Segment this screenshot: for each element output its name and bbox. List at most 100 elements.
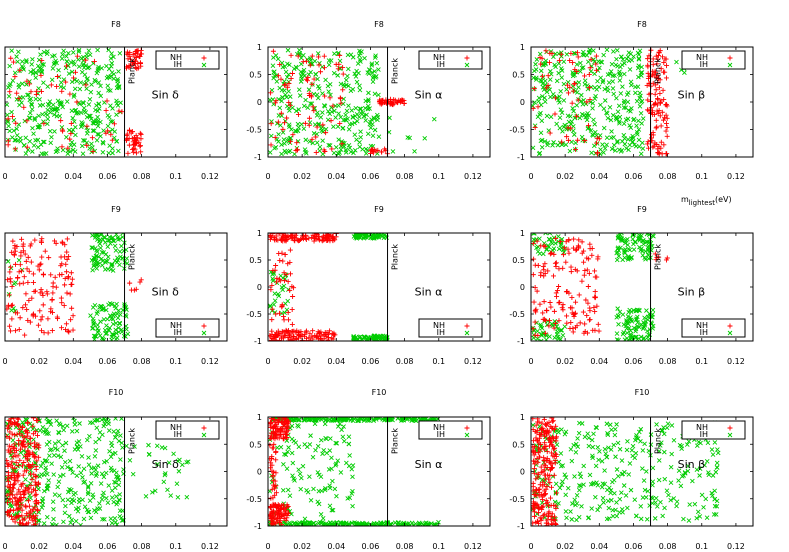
scatter-points: [5, 233, 144, 341]
ih-point: [49, 521, 55, 526]
nh-point: [287, 332, 293, 338]
nh-point: [127, 50, 133, 56]
nh-point: [535, 263, 541, 269]
ih-point: [307, 120, 313, 125]
nh-point: [20, 425, 26, 431]
ih-point: [628, 125, 634, 131]
nh-point: [281, 120, 287, 126]
ih-point: [97, 506, 103, 511]
planck-label: Planck: [128, 58, 137, 84]
ih-point: [84, 114, 90, 120]
nh-point: [11, 251, 17, 257]
nh-point: [15, 462, 21, 468]
ih-point: [387, 115, 392, 121]
ih-point: [86, 102, 92, 107]
ih-point: [280, 487, 286, 493]
ih-point: [537, 236, 542, 241]
nh-point: [33, 313, 39, 319]
legend-marker: [727, 425, 733, 431]
ih-point: [62, 510, 68, 516]
nh-point: [654, 102, 660, 108]
ih-point: [579, 111, 585, 117]
nh-point: [664, 255, 670, 261]
y-tick-label: -0.5: [246, 495, 262, 504]
ih-point: [617, 73, 623, 78]
x-tick-label: 0.08: [133, 542, 151, 551]
nh-point: [5, 483, 11, 489]
ih-point: [290, 473, 295, 478]
nh-point: [656, 85, 662, 91]
nh-point: [12, 432, 18, 438]
ih-point: [432, 417, 438, 422]
ih-point: [77, 101, 82, 107]
nh-point: [127, 56, 133, 62]
legend-label: NH: [696, 423, 708, 432]
ih-point: [281, 462, 286, 467]
legend-marker: [464, 432, 470, 438]
ih-point: [45, 116, 51, 122]
nh-point: [568, 264, 574, 270]
ih-point: [100, 150, 106, 155]
nh-point: [532, 459, 538, 465]
ih-point: [544, 113, 550, 119]
ih-point: [597, 65, 602, 71]
ih-point: [89, 471, 94, 476]
ih-point: [627, 67, 633, 72]
ih-point: [599, 458, 605, 464]
nh-point: [534, 288, 540, 294]
nh-point: [573, 299, 579, 305]
ih-point: [558, 451, 564, 456]
nh-point: [15, 275, 21, 281]
nh-point: [335, 66, 341, 72]
nh-point: [9, 431, 15, 437]
ih-point: [552, 319, 558, 324]
nh-point: [307, 331, 313, 337]
ih-point: [171, 451, 176, 457]
ih-point: [623, 105, 629, 111]
nh-point: [41, 121, 47, 127]
scatter-points: [268, 233, 390, 341]
ih-point: [68, 142, 74, 148]
nh-point: [268, 515, 274, 521]
ih-point: [311, 520, 317, 526]
ih-point: [81, 466, 87, 472]
ih-point: [326, 89, 332, 94]
ih-point: [336, 137, 342, 142]
ih-point: [66, 71, 72, 76]
ih-point: [302, 442, 308, 447]
nh-point: [20, 280, 26, 286]
nh-point: [32, 499, 38, 505]
ih-point: [77, 86, 83, 92]
ih-point: [697, 466, 703, 471]
ih-point: [116, 69, 121, 74]
ih-point: [573, 449, 579, 455]
ih-point: [143, 493, 149, 499]
ih-point: [586, 59, 591, 65]
ih-point: [537, 51, 543, 57]
nh-point: [538, 464, 544, 470]
nh-point: [663, 112, 669, 118]
ih-point: [609, 61, 615, 67]
ih-point: [116, 497, 122, 503]
ih-point: [565, 113, 571, 119]
nh-point: [321, 332, 327, 338]
ih-point: [571, 50, 577, 56]
nh-point: [652, 101, 658, 107]
ih-point: [558, 107, 564, 112]
ih-point: [80, 58, 86, 64]
ih-point: [598, 102, 603, 108]
nh-point: [138, 149, 144, 155]
nh-point: [19, 433, 25, 439]
ih-point: [332, 51, 337, 57]
ih-point: [350, 463, 356, 468]
ih-point: [600, 481, 606, 487]
ih-point: [307, 474, 312, 479]
nh-point: [5, 426, 11, 432]
x-tick-label: 0.06: [99, 172, 117, 181]
x-tick-label: 0.08: [396, 357, 414, 366]
nh-point: [35, 417, 41, 423]
nh-point: [311, 76, 317, 82]
ih-point: [541, 331, 546, 337]
